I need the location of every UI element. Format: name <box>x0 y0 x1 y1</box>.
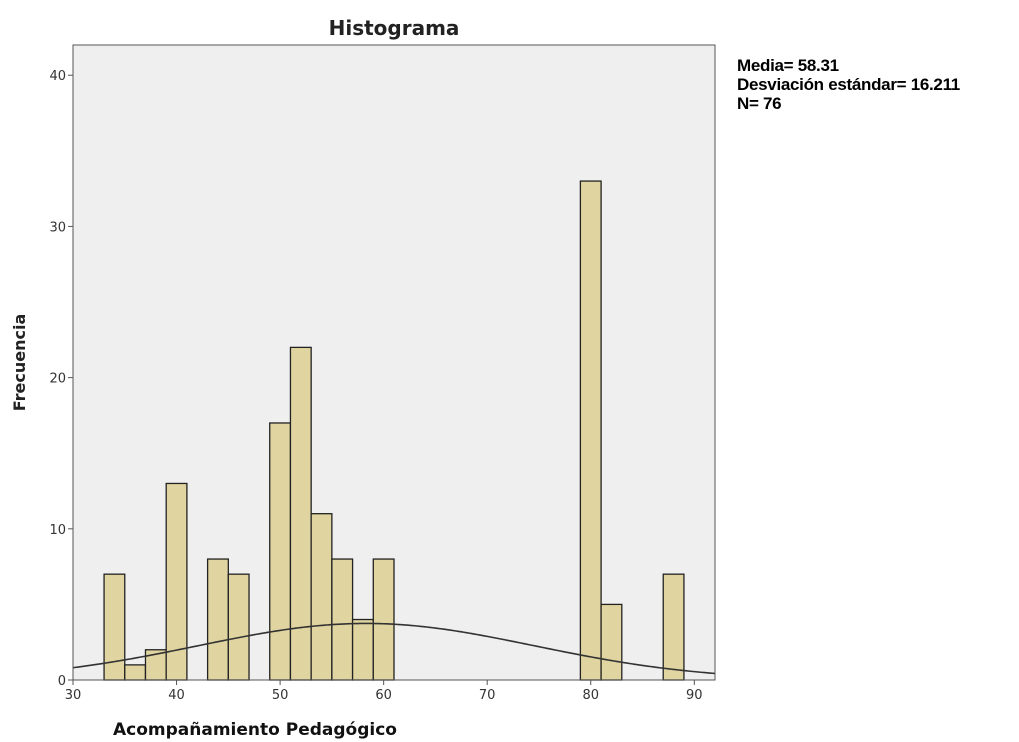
stat-std-dev: Desviación estándar= 16.211 <box>737 75 960 94</box>
histogram-bar <box>579 180 602 681</box>
histogram-bar <box>269 422 292 681</box>
histogram-bar <box>372 558 395 681</box>
histogram-bar <box>289 346 312 681</box>
histogram-bar <box>103 573 126 681</box>
histogram-bar <box>124 664 147 681</box>
x-tick-label: 30 <box>65 688 82 703</box>
stat-mean: Media= 58.31 <box>737 56 839 75</box>
histogram-bar <box>351 618 374 681</box>
x-tick-label: 80 <box>582 688 599 703</box>
bars-group <box>103 180 685 681</box>
plot-frame <box>72 44 716 681</box>
x-tick-label: 90 <box>686 688 703 703</box>
histogram-bar <box>331 558 354 681</box>
chart-title: Histograma <box>329 16 460 40</box>
normal-curve <box>72 622 716 675</box>
y-tick-label: 10 <box>49 523 66 538</box>
stats-panel: Media= 58.31 Desviación estándar= 16.211… <box>737 56 960 113</box>
x-tick-label: 70 <box>479 688 496 703</box>
x-tick-label: 50 <box>272 688 289 703</box>
y-tick-label: 40 <box>49 69 66 84</box>
histogram-bar <box>600 603 623 681</box>
histogram-bar <box>310 513 333 681</box>
stat-n: N= 76 <box>737 94 782 113</box>
x-axis-label: Acompañamiento Pedagógico <box>113 720 397 740</box>
y-tick-label: 20 <box>49 372 66 387</box>
histogram-bar <box>227 573 250 681</box>
y-tick-label: 0 <box>58 674 66 689</box>
y-tick-label: 30 <box>49 220 66 235</box>
y-axis-label: Frecuencia <box>10 314 29 412</box>
x-tick-label: 40 <box>168 688 185 703</box>
histogram-bar <box>206 558 229 681</box>
x-tick-label: 60 <box>375 688 392 703</box>
histogram-bar <box>662 573 685 681</box>
axes-group: 0 10 20 30 40 30 40 50 60 70 80 90 <box>49 69 702 703</box>
